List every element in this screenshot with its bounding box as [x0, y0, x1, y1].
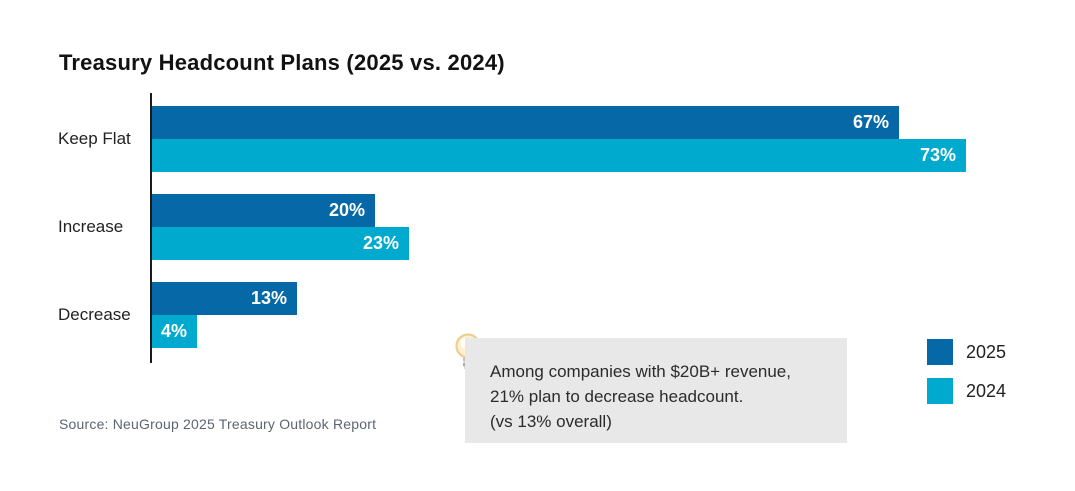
callout-line-3: (vs 13% overall): [490, 412, 612, 431]
legend: 2025 2024: [927, 339, 1006, 404]
bar-value-label: 67%: [852, 112, 889, 132]
chart-title: Treasury Headcount Plans (2025 vs. 2024): [59, 50, 505, 75]
bar-2025-decrease: 13%: [152, 282, 297, 315]
legend-item-2025: 2025: [927, 339, 1006, 365]
bar-value-label: 13%: [250, 288, 287, 308]
source-note: Source: NeuGroup 2025 Treasury Outlook R…: [59, 416, 377, 432]
legend-label-2025: 2025: [966, 341, 1007, 362]
bar-value-label: 23%: [362, 233, 399, 253]
legend-swatch-2024: [927, 378, 953, 404]
callout-box: Among companies with $20B+ revenue, 21% …: [465, 338, 847, 443]
bar-value-label: 20%: [328, 200, 365, 220]
legend-label-2024: 2024: [966, 380, 1007, 401]
callout-line-1: Among companies with $20B+ revenue,: [490, 362, 791, 381]
plot-area: Keep Flat 67% 73% Increase 20% 23% Decrease 13%…: [58, 96, 1022, 362]
bar-2025-keep-flat: 67%: [152, 106, 899, 139]
callout-line-2: 21% plan to decrease headcount.: [490, 387, 744, 406]
bar-2024-increase: 23%: [152, 227, 409, 260]
bar-2024-decrease: 4%: [152, 315, 197, 348]
legend-swatch-2025: [927, 339, 953, 365]
legend-item-2024: 2024: [927, 378, 1006, 404]
category-label-keep-flat: Keep Flat: [58, 129, 131, 148]
category-label-decrease: Decrease: [58, 305, 131, 324]
bar-value-label: 73%: [919, 145, 956, 165]
bar-2024-keep-flat: 73%: [152, 139, 966, 172]
bar-value-label: 4%: [160, 321, 187, 341]
bar-2025-increase: 20%: [152, 194, 375, 227]
y-axis-line: [150, 93, 152, 363]
category-label-increase: Increase: [58, 217, 124, 236]
